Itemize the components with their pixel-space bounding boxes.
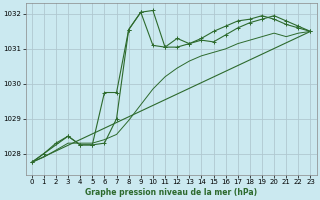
X-axis label: Graphe pression niveau de la mer (hPa): Graphe pression niveau de la mer (hPa) (85, 188, 257, 197)
